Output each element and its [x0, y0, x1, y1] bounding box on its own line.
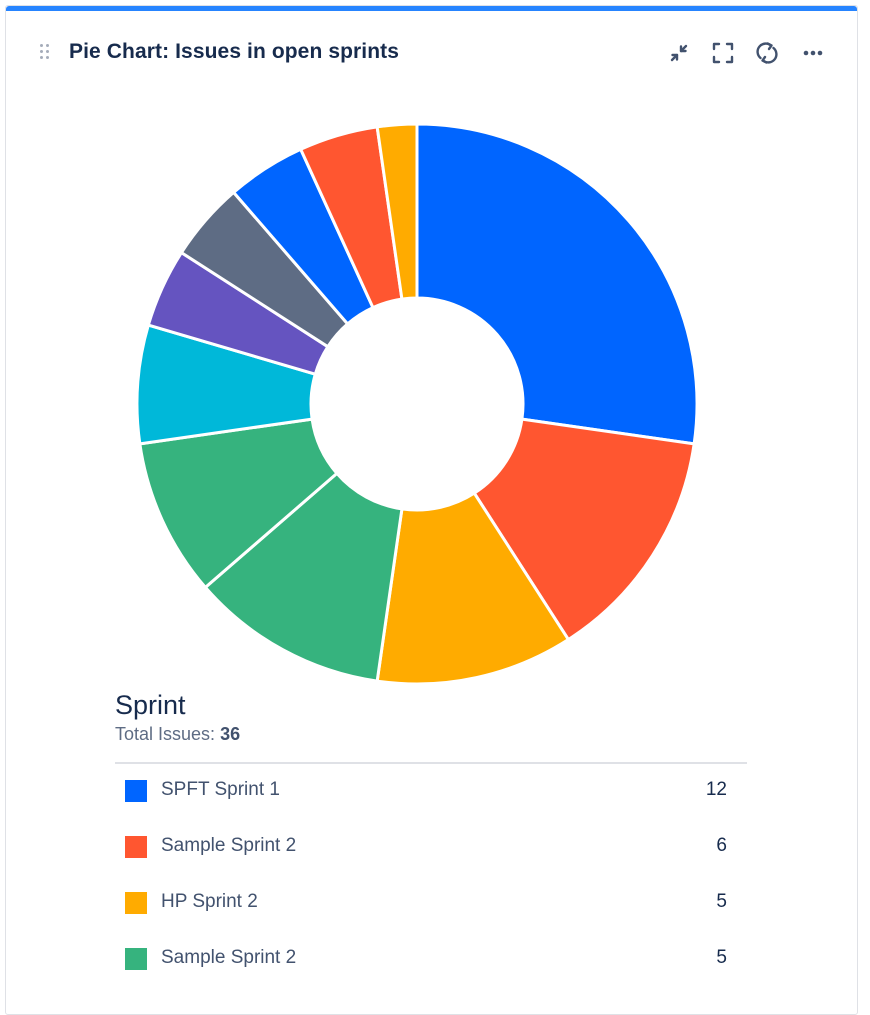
gadget-accent-bar	[6, 6, 857, 11]
legend-count: 5	[716, 947, 727, 968]
fullscreen-icon	[712, 42, 734, 64]
pie-slice-1[interactable]	[415, 122, 699, 446]
pie-slice-3[interactable]	[375, 491, 570, 686]
legend-label: HP Sprint 2	[161, 891, 258, 912]
minimize-icon	[670, 44, 688, 62]
refresh-button[interactable]	[751, 37, 783, 69]
gadget-header: Pie Chart: Issues in open sprints	[6, 34, 857, 74]
legend-item[interactable]: Sample Sprint 2 6	[115, 824, 747, 880]
refresh-icon	[756, 42, 778, 64]
legend-count: 12	[705, 779, 727, 800]
pie-slice-11[interactable]	[375, 122, 419, 301]
legend-count: 5	[716, 891, 727, 912]
gadget-title: Pie Chart: Issues in open sprints	[69, 40, 400, 63]
total-issues-count: 36	[220, 724, 241, 744]
legend-swatch	[125, 780, 147, 802]
total-issues: Total Issues: 36	[115, 724, 240, 745]
legend-swatch	[125, 892, 147, 914]
legend-swatch	[125, 836, 147, 858]
legend-list: SPFT Sprint 1 12 Sample Sprint 2 6 HP Sp…	[115, 768, 747, 992]
minimize-button[interactable]	[663, 37, 695, 69]
more-button[interactable]	[797, 37, 829, 69]
legend-label: Sample Sprint 2	[161, 947, 297, 968]
pie-slice-4[interactable]	[203, 471, 404, 683]
legend-divider	[115, 762, 747, 764]
legend-item[interactable]: HP Sprint 2 5	[115, 880, 747, 936]
pie-slice-2[interactable]	[472, 417, 696, 642]
legend-swatch	[125, 948, 147, 970]
legend-title: Sprint	[115, 690, 186, 720]
more-icon	[803, 50, 823, 56]
drag-handle-icon[interactable]	[40, 44, 52, 62]
pie-chart	[135, 122, 699, 686]
fullscreen-button[interactable]	[707, 37, 739, 69]
legend-label: Sample Sprint 2	[161, 835, 297, 856]
legend-item[interactable]: Sample Sprint 2 5	[115, 936, 747, 992]
legend-item[interactable]: SPFT Sprint 1 12	[115, 768, 747, 824]
legend-count: 6	[716, 835, 727, 856]
legend-label: SPFT Sprint 1	[161, 779, 280, 800]
total-issues-label: Total Issues:	[115, 724, 216, 744]
